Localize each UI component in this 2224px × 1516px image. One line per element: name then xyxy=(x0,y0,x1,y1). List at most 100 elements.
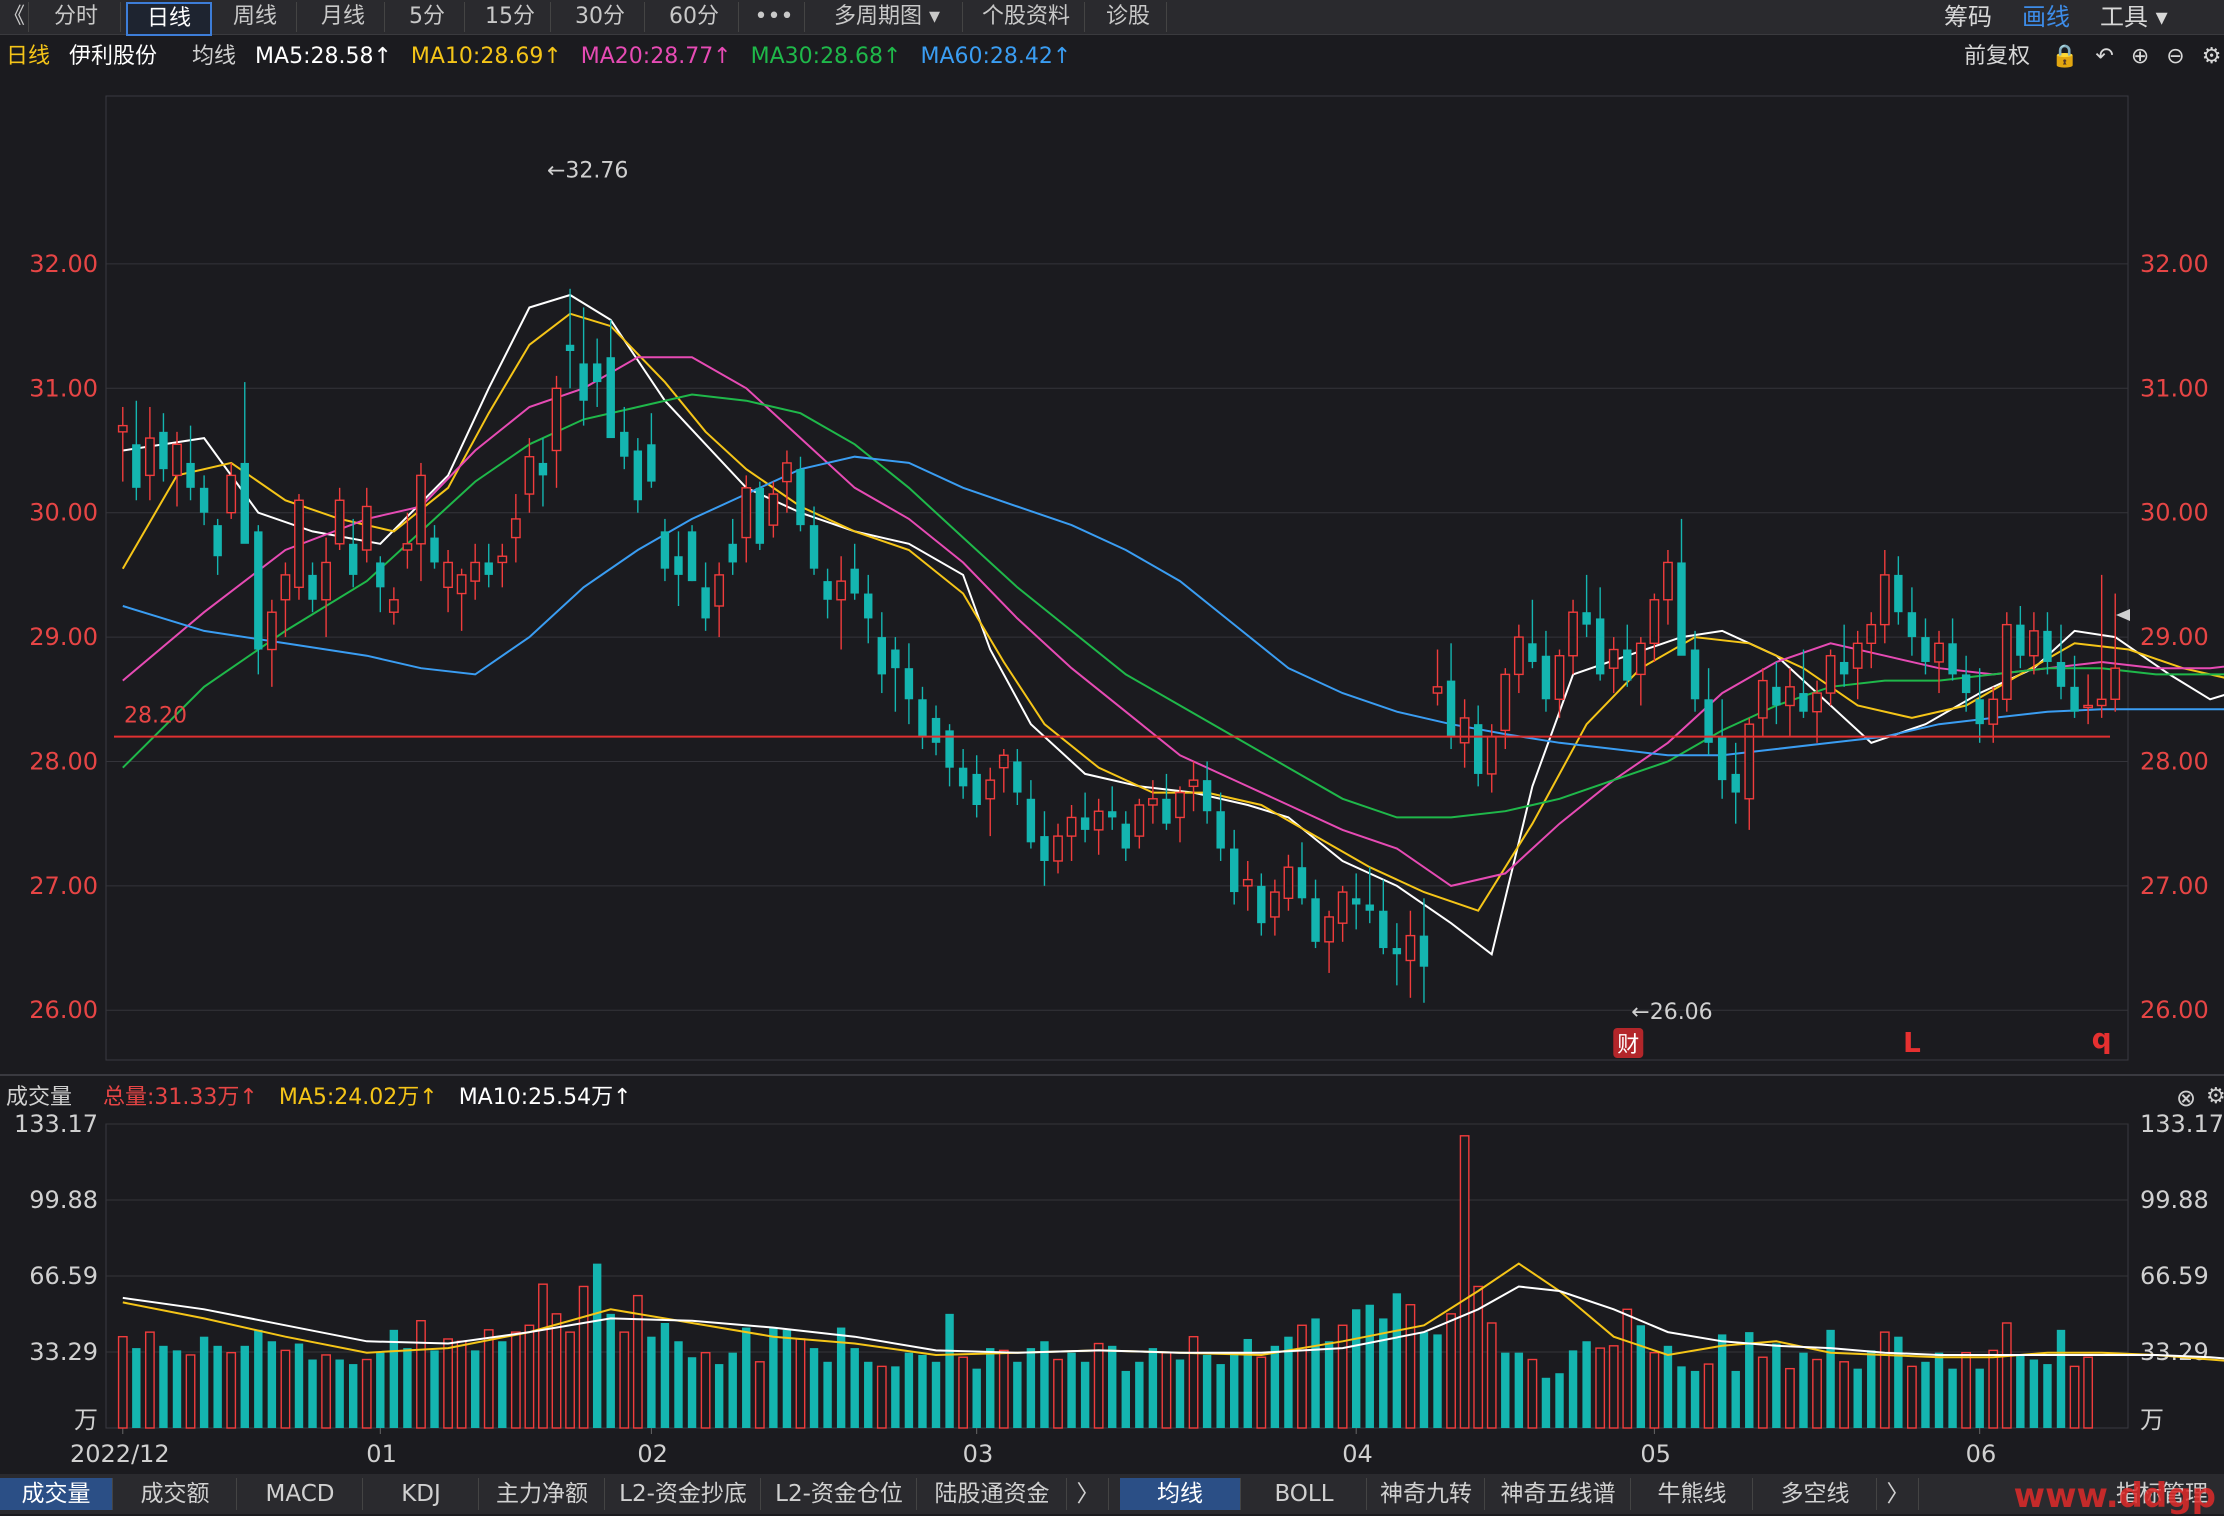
volume-bar xyxy=(1230,1352,1239,1428)
volume-bar xyxy=(904,1352,914,1428)
price-tick-right: 26.00 xyxy=(2140,996,2209,1024)
candle-body xyxy=(741,487,752,539)
volume-bar xyxy=(1636,1325,1646,1428)
ma20-value: MA20:28.77↑ xyxy=(580,44,732,69)
zoom-in-icon[interactable]: ⊕ xyxy=(2130,44,2150,69)
volume-bar xyxy=(430,1350,439,1428)
price-tick-left: 32.00 xyxy=(29,250,98,278)
volume-bar xyxy=(1108,1345,1117,1428)
tab-intraday[interactable]: 分时 xyxy=(32,2,121,32)
candle-body xyxy=(1147,798,1158,806)
tab-main-net[interactable]: 主力净额 xyxy=(480,1478,605,1510)
volume-bar xyxy=(1459,1135,1470,1429)
candle-body xyxy=(1649,599,1660,645)
candle-body xyxy=(2083,704,2094,709)
price-tick-right: 32.00 xyxy=(2140,250,2209,278)
volume-bar xyxy=(280,1349,291,1429)
volume-bar xyxy=(2016,1354,2025,1428)
multi-period-dropdown[interactable]: 多周期图 ▾ xyxy=(812,2,963,32)
candle-body xyxy=(1541,655,1551,700)
candle-body xyxy=(1324,916,1334,943)
undo-icon[interactable]: ↶ xyxy=(2095,44,2114,69)
watermark: www.ddgp xyxy=(2013,1476,2216,1516)
tab-l2-position[interactable]: L2-资金仓位 xyxy=(762,1478,917,1510)
tab-weekly[interactable]: 周线 xyxy=(214,2,297,32)
volume-bar xyxy=(1839,1361,1850,1429)
candle-body xyxy=(620,431,629,457)
tab-td-nine[interactable]: 神奇九转 xyxy=(1368,1478,1485,1510)
more-button[interactable]: ••• xyxy=(744,2,805,32)
stock-profile-button[interactable]: 个股资料 xyxy=(968,2,1085,32)
candle-body xyxy=(1337,891,1348,924)
tab-macd[interactable]: MACD xyxy=(238,1478,363,1510)
candle-body xyxy=(1311,898,1320,942)
tab-bull-bear[interactable]: 牛熊线 xyxy=(1632,1478,1753,1510)
volume-bar xyxy=(1622,1308,1633,1429)
candle-body xyxy=(1040,836,1049,861)
settings-icon[interactable]: ⚙ xyxy=(2201,44,2222,69)
price-tick-left: 26.00 xyxy=(29,996,98,1024)
volume-bar xyxy=(1514,1352,1524,1428)
candle-body xyxy=(728,543,737,563)
volume-bar xyxy=(389,1329,399,1428)
volume-bar xyxy=(443,1338,453,1429)
candle-body xyxy=(1690,649,1700,700)
indicator-name[interactable]: 均线 xyxy=(192,44,237,69)
close-panel-icon[interactable]: ⊗ xyxy=(2176,1084,2197,1112)
candle-body xyxy=(376,562,385,588)
candle-body xyxy=(1717,736,1727,781)
volume-bar xyxy=(1202,1354,1212,1428)
candle-body xyxy=(1351,898,1361,905)
draw-button[interactable]: 画线 xyxy=(2022,3,2070,31)
candle-body xyxy=(1257,885,1266,924)
indicator-tabbar: 成交量 成交额 MACD KDJ 主力净额 L2-资金抄底 L2-资金仓位 陆股… xyxy=(0,1474,2224,1514)
tab-boll[interactable]: BOLL xyxy=(1242,1478,1367,1510)
tab-5min[interactable]: 5分 xyxy=(390,2,465,32)
volume-bar xyxy=(945,1313,954,1428)
indicator-manager-button[interactable]: 指标管理 xyxy=(2100,1478,2224,1510)
volume-bar xyxy=(850,1348,859,1428)
candle-body xyxy=(823,581,832,600)
volume-bar xyxy=(1934,1352,1944,1428)
tab-monthly[interactable]: 月线 xyxy=(302,2,385,32)
price-tick-right: 30.00 xyxy=(2140,499,2209,527)
candle-body xyxy=(186,462,195,488)
tab-scroll-right-2[interactable]: 〉 xyxy=(1878,1478,1919,1510)
volume-bar xyxy=(1311,1318,1320,1428)
volume-bar xyxy=(403,1348,412,1428)
tools-dropdown[interactable]: 工具 ▾ xyxy=(2100,3,2168,31)
chips-button[interactable]: 筹码 xyxy=(1944,3,1992,31)
candle-body xyxy=(1894,574,1903,613)
candle-body xyxy=(701,587,710,619)
volume-bar xyxy=(1582,1341,1591,1428)
tab-long-short[interactable]: 多空线 xyxy=(1754,1478,1877,1510)
tab-l2-bottom[interactable]: L2-资金抄底 xyxy=(606,1478,761,1510)
zoom-out-icon[interactable]: ⊖ xyxy=(2166,44,2185,69)
stock-name: 伊利股份 xyxy=(69,44,158,69)
tab-daily[interactable]: 日线 xyxy=(126,2,212,36)
tab-volume[interactable]: 成交量 xyxy=(0,1478,113,1510)
candle-body xyxy=(1405,934,1416,962)
candle-body xyxy=(1188,779,1199,788)
volume-bar xyxy=(185,1354,196,1429)
tab-30min[interactable]: 30分 xyxy=(556,2,645,32)
lock-icon[interactable]: 🔒 xyxy=(2051,44,2079,69)
tab-kdj[interactable]: KDJ xyxy=(364,1478,479,1510)
back-button[interactable]: 《 xyxy=(0,2,29,32)
volume-label[interactable]: 成交量 xyxy=(6,1085,73,1110)
volume-tick-right: 99.88 xyxy=(2140,1186,2209,1214)
tab-scroll-right-1[interactable]: 〉 xyxy=(1068,1478,1109,1510)
diagnose-button[interactable]: 诊股 xyxy=(1090,2,1167,32)
candle-body xyxy=(2016,624,2025,656)
volume-bar xyxy=(2069,1365,2080,1429)
panel-settings-icon[interactable]: ⚙ xyxy=(2206,1084,2224,1109)
tab-northbound[interactable]: 陆股通资金 xyxy=(918,1478,1067,1510)
ma5-value: MA5:28.58↑ xyxy=(255,44,392,69)
tab-ma[interactable]: 均线 xyxy=(1120,1478,1241,1510)
tab-60min[interactable]: 60分 xyxy=(650,2,739,32)
tab-five-lines[interactable]: 神奇五线谱 xyxy=(1486,1478,1631,1510)
adjust-mode[interactable]: 前复权 xyxy=(1964,44,2031,69)
tab-turnover[interactable]: 成交额 xyxy=(114,1478,237,1510)
tab-15min[interactable]: 15分 xyxy=(470,2,551,32)
